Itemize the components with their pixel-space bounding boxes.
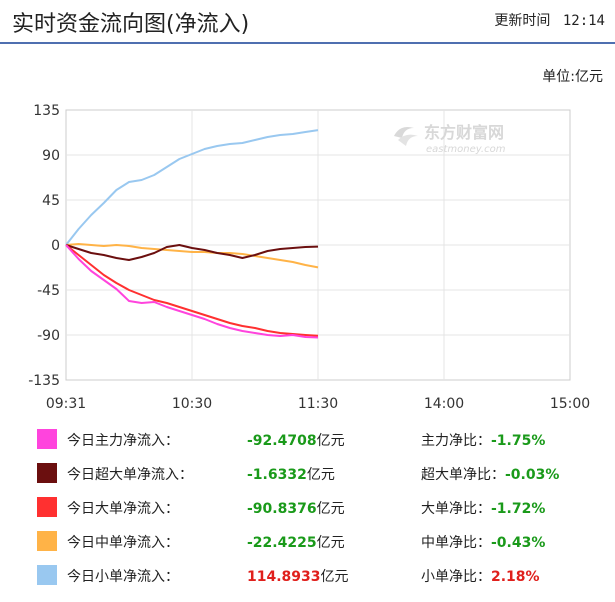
series-line-super — [65, 244, 319, 261]
legend-row-large: 今日大单净流入： -90.8376亿元 大单净比：-1.72% — [0, 490, 615, 524]
update-time: 更新时间 12:14 — [494, 10, 605, 30]
legend-ratio-large: 大单净比：-1.72% — [421, 498, 545, 518]
watermark: 东方财富网 eastmoney.com — [394, 123, 506, 155]
page-title: 实时资金流向图(净流入) — [12, 12, 250, 37]
legend-swatch-super — [37, 463, 57, 483]
header: 实时资金流向图(净流入) 更新时间 12:14 — [0, 0, 615, 44]
large-net-inflow-value: -90.8376 — [247, 501, 317, 517]
large-net-inflow-unit: 亿元 — [316, 501, 345, 517]
watermark-brand: 东方财富网 — [424, 123, 504, 142]
large-ratio-value: -1.72% — [491, 501, 546, 517]
medium-ratio-value: -0.43% — [491, 535, 546, 551]
unit-label: 单位:亿元 — [542, 69, 603, 85]
x-tick-label: 11:30 — [298, 396, 338, 412]
series-line-large — [65, 244, 319, 337]
medium-net-inflow-unit: 亿元 — [316, 535, 345, 551]
legend-row-main: 今日主力净流入： -92.4708亿元 主力净比：-1.75% — [0, 422, 615, 456]
legend-value-super: -1.6332亿元 — [247, 464, 335, 484]
super-ratio-value: -0.03% — [505, 467, 560, 483]
legend-row-super: 今日超大单净流入： -1.6332亿元 超大单净比：-0.03% — [0, 456, 615, 490]
y-tick-label: 135 — [33, 103, 60, 119]
legend-label-main: 今日主力净流入： — [67, 433, 179, 449]
x-tick-label: 10:30 — [172, 396, 212, 412]
small-ratio-value: 2.18% — [491, 569, 540, 585]
legend-value-small: 114.8933亿元 — [247, 566, 349, 586]
watermark-domain: eastmoney.com — [426, 144, 506, 155]
main-net-inflow-value: -92.4708 — [247, 433, 317, 449]
large-ratio-label: 大单净比： — [421, 501, 491, 517]
y-tick-label: -135 — [28, 373, 60, 389]
x-tick-label: 09:31 — [46, 396, 86, 412]
small-net-inflow-unit: 亿元 — [320, 569, 349, 585]
y-tick-label: 45 — [42, 193, 60, 209]
x-tick-label: 15:00 — [550, 396, 590, 412]
legend-ratio-super: 超大单净比：-0.03% — [421, 464, 559, 484]
legend-swatch-medium — [37, 531, 57, 551]
legend-row-small: 今日小单净流入： 114.8933亿元 小单净比：2.18% — [0, 558, 615, 592]
medium-ratio-label: 中单净比： — [421, 535, 491, 551]
series-line-medium — [65, 243, 319, 269]
medium-net-inflow-value: -22.4225 — [247, 535, 317, 551]
super-net-inflow-unit: 亿元 — [306, 467, 335, 483]
legend-value-medium: -22.4225亿元 — [247, 532, 345, 552]
y-tick-label: -90 — [37, 328, 60, 344]
update-label: 更新时间 — [494, 13, 551, 29]
fund-flow-chart: 东方财富网 eastmoney.com 135 90 45 0 -45 -90 -135 09… — [28, 103, 590, 412]
super-ratio-label: 超大单净比： — [421, 467, 505, 483]
legend-swatch-main — [37, 429, 57, 449]
legend-value-large: -90.8376亿元 — [247, 498, 345, 518]
legend-label-medium: 今日中单净流入： — [67, 535, 179, 551]
legend-label-small: 今日小单净流入： — [67, 569, 179, 585]
super-net-inflow-value: -1.6332 — [247, 467, 307, 483]
axes: 135 90 45 0 -45 -90 -135 09:31 10:30 11:30 14:00 15… — [28, 103, 590, 412]
x-tick-label: 14:00 — [424, 396, 464, 412]
update-time-value: 12:14 — [562, 13, 605, 29]
y-tick-label: -45 — [37, 283, 60, 299]
legend-label-super: 今日超大单净流入： — [67, 467, 193, 483]
legend-ratio-medium: 中单净比：-0.43% — [421, 532, 545, 552]
main-ratio-label: 主力净比： — [421, 433, 491, 449]
series-line-small — [65, 129, 319, 246]
series-line-main — [65, 244, 319, 339]
legend-row-medium: 今日中单净流入： -22.4225亿元 中单净比：-0.43% — [0, 524, 615, 558]
y-tick-label: 90 — [42, 148, 60, 164]
legend-swatch-small — [37, 565, 57, 585]
legend-label-large: 今日大单净流入： — [67, 501, 179, 517]
series — [65, 129, 319, 339]
eastmoney-logo-icon — [394, 127, 418, 146]
small-net-inflow-value: 114.8933 — [247, 569, 321, 585]
main-net-inflow-unit: 亿元 — [316, 433, 345, 449]
legend-value-main: -92.4708亿元 — [247, 430, 345, 450]
main-ratio-value: -1.75% — [491, 433, 546, 449]
small-ratio-label: 小单净比： — [421, 569, 491, 585]
legend-ratio-small: 小单净比：2.18% — [421, 566, 540, 586]
legend-swatch-large — [37, 497, 57, 517]
legend-ratio-main: 主力净比：-1.75% — [421, 430, 545, 450]
y-tick-label: 0 — [51, 238, 60, 254]
